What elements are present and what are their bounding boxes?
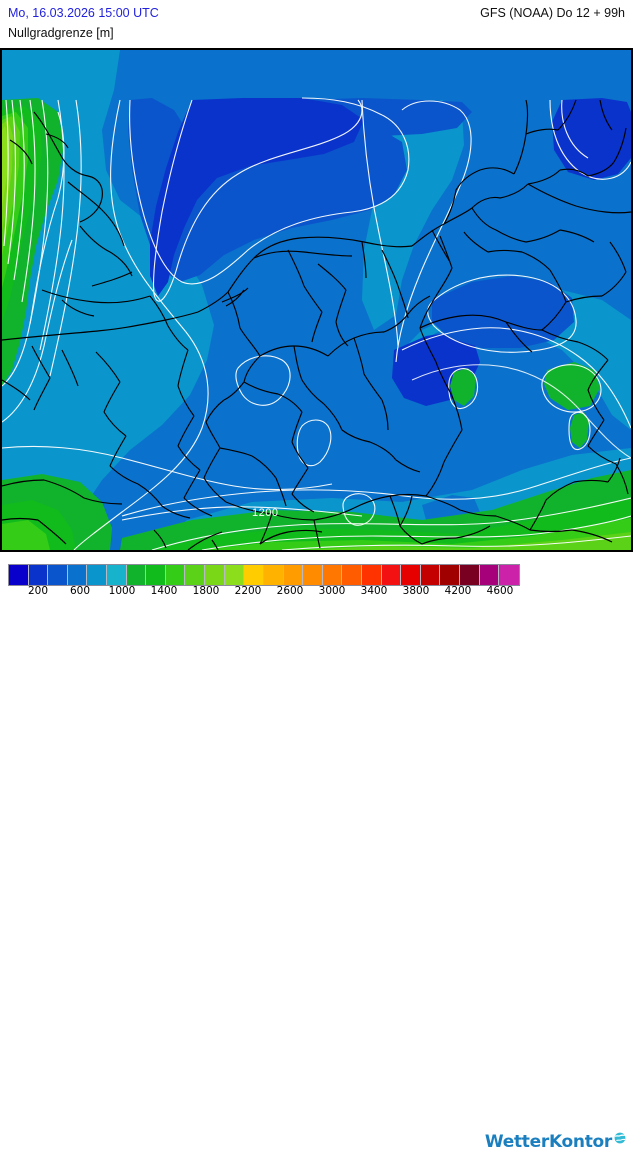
legend-tick-2600: 2600	[276, 585, 304, 597]
legend-colorbar[interactable]	[8, 564, 520, 586]
legend-swatch-22	[440, 565, 461, 585]
legend-swatch-23	[460, 565, 480, 585]
legend-swatch-14	[283, 565, 304, 585]
legend-swatch-5	[107, 565, 127, 585]
legend-tick-200: 200	[27, 585, 49, 597]
legend-swatch-6	[126, 565, 147, 585]
legend-swatch-18	[361, 565, 382, 585]
legend-swatch-7	[146, 565, 166, 585]
legend-swatch-13	[263, 565, 284, 585]
legend-swatch-9	[185, 565, 206, 585]
legend-tick-3800: 3800	[402, 585, 430, 597]
legend-swatch-15	[303, 565, 323, 585]
legend-swatch-24	[479, 565, 500, 585]
legend-tick-1000: 1000	[108, 585, 136, 597]
legend-swatch-19	[381, 565, 402, 585]
legend-tick-3400: 3400	[360, 585, 388, 597]
legend-swatch-3	[67, 565, 88, 585]
legend-tick-4200: 4200	[444, 585, 472, 597]
legend-tick-4600: 4600	[486, 585, 514, 597]
valid-time-label: Mo, 16.03.2026 15:00 UTC	[8, 6, 159, 20]
map-raster	[2, 50, 631, 550]
legend-swatch-2	[48, 565, 68, 585]
legend-tick-2200: 2200	[234, 585, 262, 597]
legend-swatch-20	[401, 565, 421, 585]
legend-swatch-11	[224, 565, 245, 585]
legend-swatch-21	[420, 565, 441, 585]
legend-swatch-10	[205, 565, 225, 585]
map-header: Mo, 16.03.2026 15:00 UTC Nullgradgrenze …	[0, 0, 633, 48]
legend-swatch-1	[28, 565, 49, 585]
legend-swatch-25	[499, 565, 519, 585]
legend-tick-1800: 1800	[192, 585, 220, 597]
legend-tick-1400: 1400	[150, 585, 178, 597]
legend-tick-3000: 3000	[318, 585, 346, 597]
globe-icon	[614, 1132, 626, 1143]
legend-swatch-0	[9, 565, 29, 585]
brand-logo[interactable]: WetterKontor	[485, 1130, 627, 1154]
legend-swatch-12	[244, 565, 264, 585]
map-frame: 1200	[0, 48, 633, 552]
legend: 200 600 1000 1400 1800 2200 2600 3000 3400 3800 42…	[0, 556, 633, 1152]
legend-swatch-16	[322, 565, 343, 585]
legend-swatch-4	[87, 565, 108, 585]
brand-name: WetterKontor	[484, 1132, 612, 1152]
legend-swatch-17	[342, 565, 362, 585]
model-run-label: GFS (NOAA) Do 12 + 99h	[480, 6, 625, 20]
legend-tick-600: 600	[69, 585, 91, 597]
parameter-label: Nullgradgrenze [m]	[8, 26, 114, 40]
legend-swatch-8	[165, 565, 186, 585]
weather-map[interactable]: 1200	[2, 50, 631, 550]
